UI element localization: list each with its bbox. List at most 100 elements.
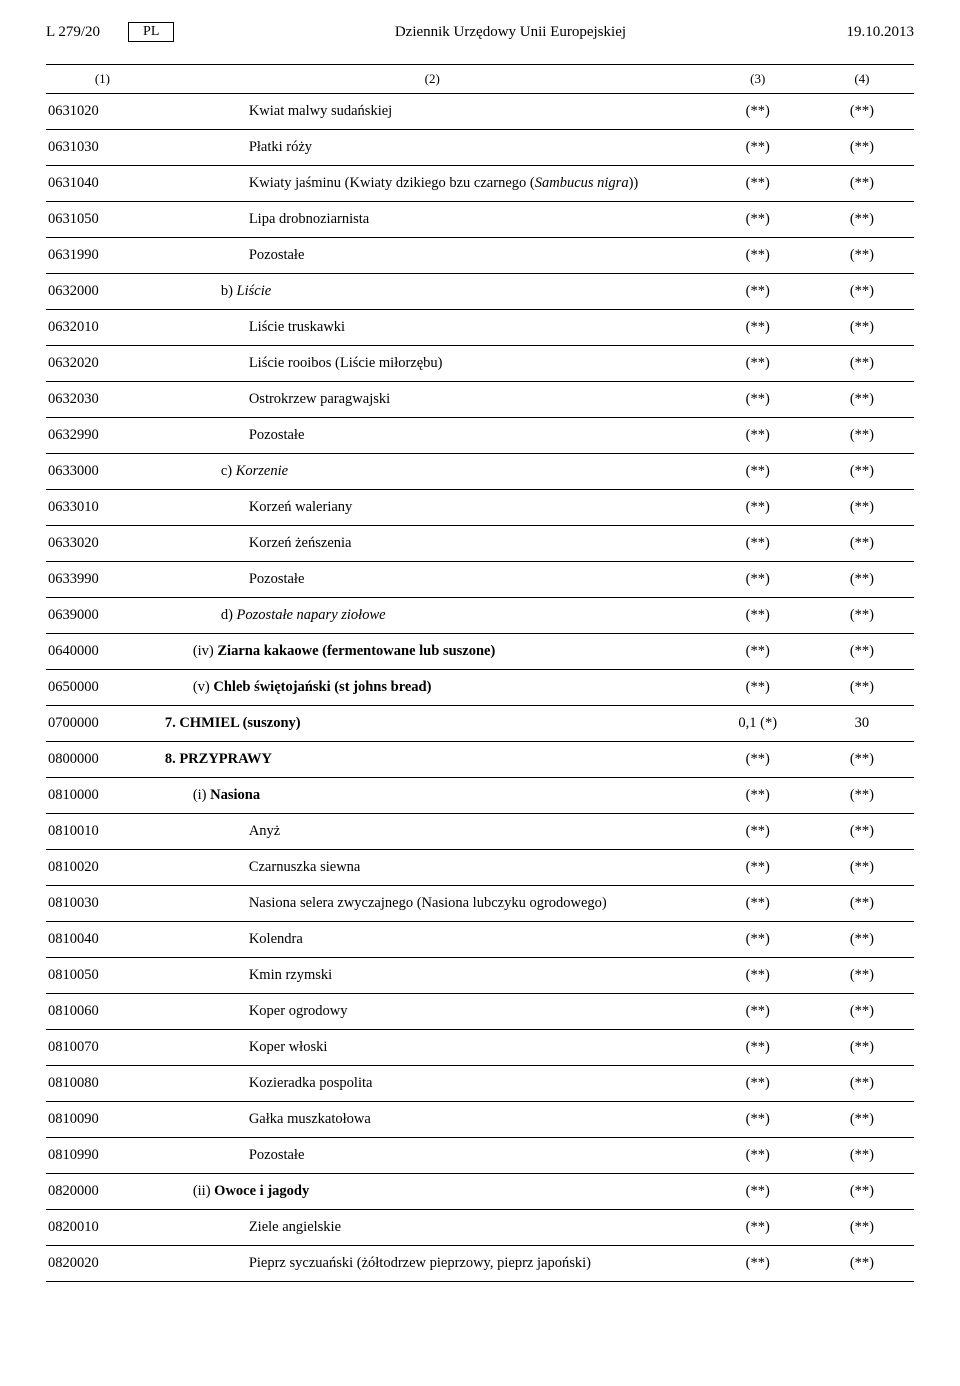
code-cell: 0810070 <box>46 1030 159 1066</box>
value-3-cell: (**) <box>706 670 810 706</box>
code-cell: 0633020 <box>46 526 159 562</box>
value-4-cell: (**) <box>810 454 914 490</box>
value-3-cell: (**) <box>706 598 810 634</box>
value-4-cell: (**) <box>810 166 914 202</box>
code-cell: 0633990 <box>46 562 159 598</box>
code-cell: 0700000 <box>46 706 159 742</box>
description-cell: 7. CHMIEL (suszony) <box>159 706 706 742</box>
table-row: 0820000(ii) Owoce i jagody(**)(**) <box>46 1174 914 1210</box>
code-cell: 0810090 <box>46 1102 159 1138</box>
code-cell: 0810050 <box>46 958 159 994</box>
table-row: 0632020Liście rooibos (Liście miłorzębu)… <box>46 346 914 382</box>
value-3-cell: (**) <box>706 994 810 1030</box>
description-cell: Pozostałe <box>159 238 706 274</box>
description-cell: d) Pozostałe napary ziołowe <box>159 598 706 634</box>
description-cell: Pieprz syczuański (żółtodrzew pieprzowy,… <box>159 1246 706 1282</box>
code-cell: 0633000 <box>46 454 159 490</box>
description-cell: Koper włoski <box>159 1030 706 1066</box>
code-cell: 0632030 <box>46 382 159 418</box>
code-cell: 0810990 <box>46 1138 159 1174</box>
col-4: (4) <box>810 65 914 94</box>
code-cell: 0640000 <box>46 634 159 670</box>
table-row: 0810040Kolendra(**)(**) <box>46 922 914 958</box>
table-row: 0632030Ostrokrzew paragwajski(**)(**) <box>46 382 914 418</box>
value-4-cell: (**) <box>810 598 914 634</box>
description-cell: Kwiat malwy sudańskiej <box>159 94 706 130</box>
value-4-cell: (**) <box>810 1174 914 1210</box>
code-cell: 0820010 <box>46 1210 159 1246</box>
code-cell: 0810080 <box>46 1066 159 1102</box>
header-center: Dziennik Urzędowy Unii Europejskiej <box>174 24 846 41</box>
code-cell: 0631030 <box>46 130 159 166</box>
table-header-row: (1) (2) (3) (4) <box>46 65 914 94</box>
table-row: 0810010Anyż(**)(**) <box>46 814 914 850</box>
table-row: 0631020Kwiat malwy sudańskiej(**)(**) <box>46 94 914 130</box>
table-row: 0810050Kmin rzymski(**)(**) <box>46 958 914 994</box>
code-cell: 0810040 <box>46 922 159 958</box>
description-cell: (i) Nasiona <box>159 778 706 814</box>
col-2: (2) <box>159 65 706 94</box>
value-4-cell: (**) <box>810 238 914 274</box>
value-4-cell: (**) <box>810 1030 914 1066</box>
value-4-cell: (**) <box>810 274 914 310</box>
table-row: 0631050Lipa drobnoziarnista(**)(**) <box>46 202 914 238</box>
value-3-cell: (**) <box>706 274 810 310</box>
value-3-cell: (**) <box>706 454 810 490</box>
code-cell: 0810020 <box>46 850 159 886</box>
code-cell: 0820000 <box>46 1174 159 1210</box>
description-cell: Kolendra <box>159 922 706 958</box>
value-3-cell: (**) <box>706 886 810 922</box>
description-cell: (iv) Ziarna kakaowe (fermentowane lub su… <box>159 634 706 670</box>
value-4-cell: (**) <box>810 994 914 1030</box>
table-row: 0631040Kwiaty jaśminu (Kwiaty dzikiego b… <box>46 166 914 202</box>
description-cell: Korzeń waleriany <box>159 490 706 526</box>
table-row: 0810060Koper ogrodowy(**)(**) <box>46 994 914 1030</box>
code-cell: 0631020 <box>46 94 159 130</box>
value-4-cell: (**) <box>810 130 914 166</box>
value-3-cell: 0,1 (*) <box>706 706 810 742</box>
description-cell: Liście truskawki <box>159 310 706 346</box>
value-4-cell: 30 <box>810 706 914 742</box>
table-row: 0633990Pozostałe(**)(**) <box>46 562 914 598</box>
table-row: 0633020Korzeń żeńszenia(**)(**) <box>46 526 914 562</box>
value-4-cell: (**) <box>810 1138 914 1174</box>
description-cell: Koper ogrodowy <box>159 994 706 1030</box>
table-row: 07000007. CHMIEL (suszony)0,1 (*)30 <box>46 706 914 742</box>
code-cell: 0631050 <box>46 202 159 238</box>
value-4-cell: (**) <box>810 886 914 922</box>
table-row: 0810000(i) Nasiona(**)(**) <box>46 778 914 814</box>
description-cell: Ostrokrzew paragwajski <box>159 382 706 418</box>
value-3-cell: (**) <box>706 1030 810 1066</box>
value-3-cell: (**) <box>706 130 810 166</box>
code-cell: 0632020 <box>46 346 159 382</box>
code-cell: 0800000 <box>46 742 159 778</box>
value-3-cell: (**) <box>706 778 810 814</box>
table-row: 0810990Pozostałe(**)(**) <box>46 1138 914 1174</box>
lang-code: PL <box>128 22 174 42</box>
value-3-cell: (**) <box>706 166 810 202</box>
description-cell: Pozostałe <box>159 562 706 598</box>
value-3-cell: (**) <box>706 922 810 958</box>
value-3-cell: (**) <box>706 1138 810 1174</box>
code-cell: 0631990 <box>46 238 159 274</box>
description-cell: Ziele angielskie <box>159 1210 706 1246</box>
value-4-cell: (**) <box>810 310 914 346</box>
value-3-cell: (**) <box>706 202 810 238</box>
code-cell: 0650000 <box>46 670 159 706</box>
description-cell: Kwiaty jaśminu (Kwiaty dzikiego bzu czar… <box>159 166 706 202</box>
value-3-cell: (**) <box>706 562 810 598</box>
data-table: (1) (2) (3) (4) 0631020Kwiat malwy sudań… <box>46 64 914 1282</box>
header-right: 19.10.2013 <box>847 24 915 41</box>
col-1: (1) <box>46 65 159 94</box>
value-4-cell: (**) <box>810 922 914 958</box>
value-4-cell: (**) <box>810 634 914 670</box>
value-3-cell: (**) <box>706 634 810 670</box>
value-3-cell: (**) <box>706 310 810 346</box>
description-cell: Lipa drobnoziarnista <box>159 202 706 238</box>
value-3-cell: (**) <box>706 346 810 382</box>
value-3-cell: (**) <box>706 1246 810 1282</box>
value-3-cell: (**) <box>706 814 810 850</box>
value-4-cell: (**) <box>810 1210 914 1246</box>
value-3-cell: (**) <box>706 238 810 274</box>
code-cell: 0632010 <box>46 310 159 346</box>
